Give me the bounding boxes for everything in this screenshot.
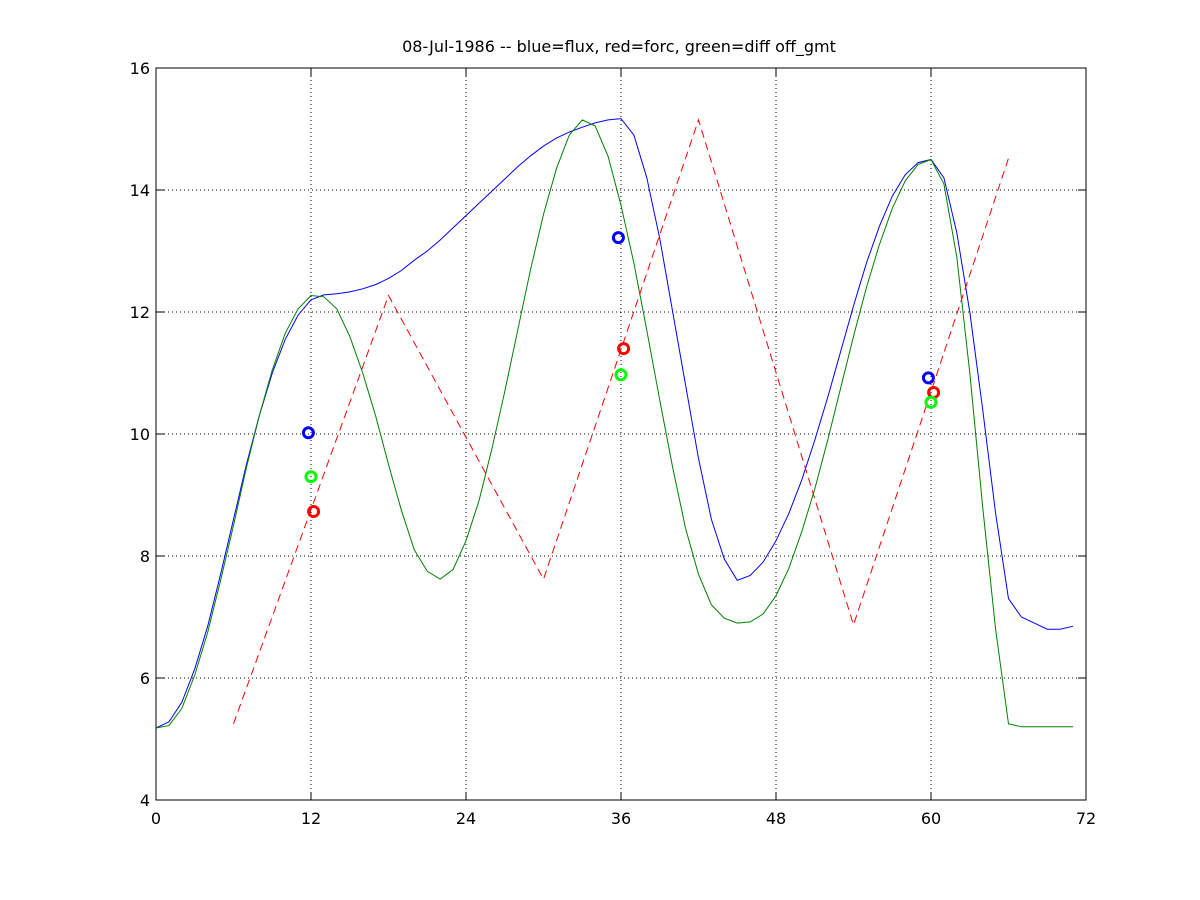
data-point-marker <box>307 505 321 518</box>
series-line-2 <box>233 118 1009 724</box>
data-point-marker <box>614 368 628 382</box>
y-tick-label: 12 <box>130 303 150 322</box>
x-tick-label: 36 <box>611 809 631 828</box>
x-tick-label: 60 <box>921 809 941 828</box>
data-markers <box>301 231 941 518</box>
axis-ticks <box>155 67 1087 801</box>
y-tick-label: 14 <box>130 181 150 200</box>
series-line-1 <box>155 119 1074 729</box>
y-tick-label: 10 <box>130 425 150 444</box>
x-tick-label: 24 <box>456 809 476 828</box>
data-point-marker <box>611 231 625 245</box>
x-tick-label: 48 <box>766 809 786 828</box>
grid-lines <box>156 68 1086 800</box>
chart-title: 08-Jul-1986 -- blue=flux, red=forc, gree… <box>402 37 836 57</box>
y-tick-label: 16 <box>130 59 150 78</box>
data-point-marker <box>921 371 935 385</box>
data-point-marker <box>924 395 938 409</box>
series-line-0 <box>155 118 1074 729</box>
y-tick-label: 8 <box>140 547 150 566</box>
tick-labels: 0 12 24 36 48 60 72 4 6 8 10 12 14 16 <box>130 59 1097 828</box>
y-tick-label: 4 <box>140 791 150 810</box>
data-point-marker <box>301 426 315 440</box>
data-point-marker <box>617 342 631 356</box>
x-tick-label: 0 <box>151 809 161 828</box>
x-tick-label: 72 <box>1076 809 1096 828</box>
x-tick-label: 12 <box>301 809 321 828</box>
y-tick-label: 6 <box>140 669 150 688</box>
data-series <box>155 118 1074 729</box>
data-point-marker <box>304 470 318 484</box>
